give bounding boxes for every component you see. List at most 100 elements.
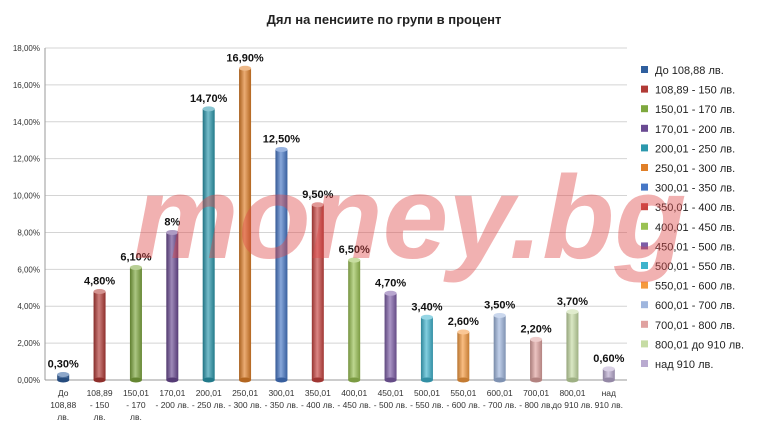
data-label: 4,80% <box>84 275 115 287</box>
data-label: 6,50% <box>339 244 370 256</box>
bar-body <box>457 332 470 380</box>
data-labels: 0,30% 4,80% 6,10% 8% 14,70% 16,90% 12,50% 9,50%… <box>48 52 625 370</box>
bar-base <box>311 377 324 383</box>
legend-item: 300,01 - 350 лв. <box>641 183 735 195</box>
x-tick-label: 450,01 <box>378 388 404 398</box>
y-tick-label: 8,00% <box>17 228 40 237</box>
bar <box>493 312 506 383</box>
x-tick-label: 108,88 <box>50 400 76 410</box>
x-axis-ticks: До 108,88 лв. 108,89 - 150 лв. 150,01 - 170 лв. 1… <box>50 388 623 422</box>
y-tick-label: 4,00% <box>17 302 40 311</box>
bar-top <box>602 366 615 372</box>
y-tick-label: 10,00% <box>13 192 40 201</box>
data-label: 3,70% <box>557 296 588 308</box>
legend-label: над 910 лв. <box>655 359 713 371</box>
data-label: 2,60% <box>448 316 479 328</box>
bar-top <box>93 288 106 294</box>
bar <box>602 366 615 383</box>
x-tick-label: - 600 лв. <box>447 400 481 410</box>
bar-top <box>420 314 433 320</box>
legend-item: над 910 лв. <box>641 359 713 371</box>
data-label: 3,40% <box>411 301 442 313</box>
x-tick-label: - 550 лв. <box>410 400 444 410</box>
legend-item: 800,01 до 910 лв. <box>641 339 744 351</box>
bar-body <box>384 293 397 380</box>
legend-label: 400,01 - 450 лв. <box>655 222 735 234</box>
y-tick-label: 14,00% <box>13 118 40 127</box>
legend-swatch <box>641 203 648 211</box>
bar <box>348 257 361 383</box>
y-tick-label: 6,00% <box>17 265 40 274</box>
bar-base <box>384 377 397 383</box>
legend-label: 550,01 - 600 лв. <box>655 281 735 293</box>
legend-item: До 108,88 лв. <box>641 65 724 77</box>
bar-body <box>57 374 70 380</box>
bar-base <box>166 377 179 383</box>
bar-body <box>166 232 179 380</box>
legend-swatch <box>641 262 648 269</box>
bar-base <box>348 377 361 383</box>
bar <box>566 309 579 383</box>
y-axis-ticks: 0,00% 2,00% 4,00% 6,00% 8,00% 10,00% 12,00% 14,… <box>13 44 40 385</box>
x-tick-label: - 250 лв. <box>192 400 226 410</box>
legend-item: 400,01 - 450 лв. <box>641 222 735 234</box>
legend-label: 170,01 - 200 лв. <box>655 124 735 136</box>
bar-top <box>166 229 179 235</box>
bar-body <box>420 317 433 380</box>
y-tick-label: 2,00% <box>17 339 40 348</box>
x-tick-label: 170,01 <box>159 388 185 398</box>
legend-label: 200,01 - 250 лв. <box>655 143 735 155</box>
x-tick-label: 910 лв. <box>595 400 623 410</box>
legend-item: 170,01 - 200 лв. <box>641 124 735 136</box>
legend-item: 250,01 - 300 лв. <box>641 163 735 175</box>
x-tick-label: 550,01 <box>450 388 476 398</box>
bar-base <box>239 377 252 383</box>
legend-label: 108,89 - 150 лв. <box>655 85 735 97</box>
data-label: 0,60% <box>593 353 624 365</box>
legend-label: 250,01 - 300 лв. <box>655 163 735 175</box>
bar <box>530 336 543 383</box>
legend-label: 350,01 - 400 лв. <box>655 202 735 214</box>
x-tick-label: - 350 лв. <box>265 400 299 410</box>
bar <box>57 371 70 383</box>
data-label: 9,50% <box>302 189 333 201</box>
bar <box>311 202 324 383</box>
legend-label: 500,01 - 550 лв. <box>655 261 735 273</box>
legend-item: 550,01 - 600 лв. <box>641 281 735 293</box>
x-tick-label: 250,01 <box>232 388 258 398</box>
bar-body <box>202 108 215 380</box>
bar <box>93 288 106 383</box>
data-label: 2,20% <box>520 323 551 335</box>
bar-body <box>275 149 288 380</box>
bar-base <box>275 377 288 383</box>
legend-swatch <box>641 340 648 348</box>
bar-top <box>384 290 397 296</box>
bars <box>57 65 615 383</box>
bar <box>166 229 179 383</box>
legend-item: 600,01 - 700 лв. <box>641 300 735 312</box>
legend-swatch <box>641 320 648 328</box>
bar <box>202 106 215 383</box>
legend-swatch <box>641 66 648 73</box>
bar-body <box>93 291 106 380</box>
x-tick-label: - 150 <box>90 400 110 410</box>
legend-item: 350,01 - 400 лв. <box>641 202 735 214</box>
legend-label: 150,01 - 170 лв. <box>655 104 735 116</box>
x-tick-label: над <box>602 388 616 398</box>
bar-top <box>566 309 579 315</box>
legend-swatch <box>641 105 648 113</box>
data-label: 4,70% <box>375 277 406 289</box>
bar <box>457 329 470 383</box>
bar-body <box>129 267 142 380</box>
x-tick-label: лв. <box>94 412 106 422</box>
watermark-logo: money.bg <box>134 152 687 284</box>
x-tick-label: до 910 лв. <box>552 400 592 410</box>
bar-body <box>311 204 324 380</box>
bar-base <box>420 377 433 383</box>
bar <box>420 314 433 383</box>
legend-label: 450,01 - 500 лв. <box>655 241 735 253</box>
x-tick-label: 150,01 <box>123 388 149 398</box>
bar-top <box>493 312 506 318</box>
